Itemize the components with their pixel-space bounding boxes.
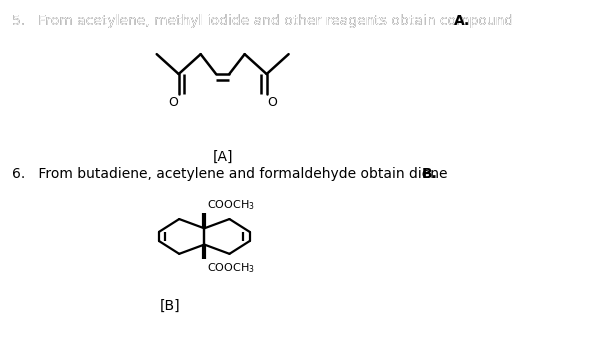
Text: A.: A.	[454, 14, 470, 28]
Text: O: O	[267, 96, 277, 109]
Text: [B]: [B]	[160, 299, 180, 313]
Text: COOCH$_3$: COOCH$_3$	[207, 198, 255, 212]
Text: [A]: [A]	[212, 150, 233, 164]
Text: COOCH$_3$: COOCH$_3$	[207, 261, 255, 275]
Text: O: O	[168, 96, 178, 109]
Text: B.: B.	[422, 167, 437, 181]
Text: 5.   From acetylene, methyl iodide and other reagents obtain compound: 5. From acetylene, methyl iodide and oth…	[12, 14, 518, 28]
Text: 6.   From butadiene, acetylene and formaldehyde obtain diene: 6. From butadiene, acetylene and formald…	[12, 167, 452, 181]
Text: 5.   From acetylene, methyl iodide and other reagents obtain compound: 5. From acetylene, methyl iodide and oth…	[12, 14, 531, 28]
